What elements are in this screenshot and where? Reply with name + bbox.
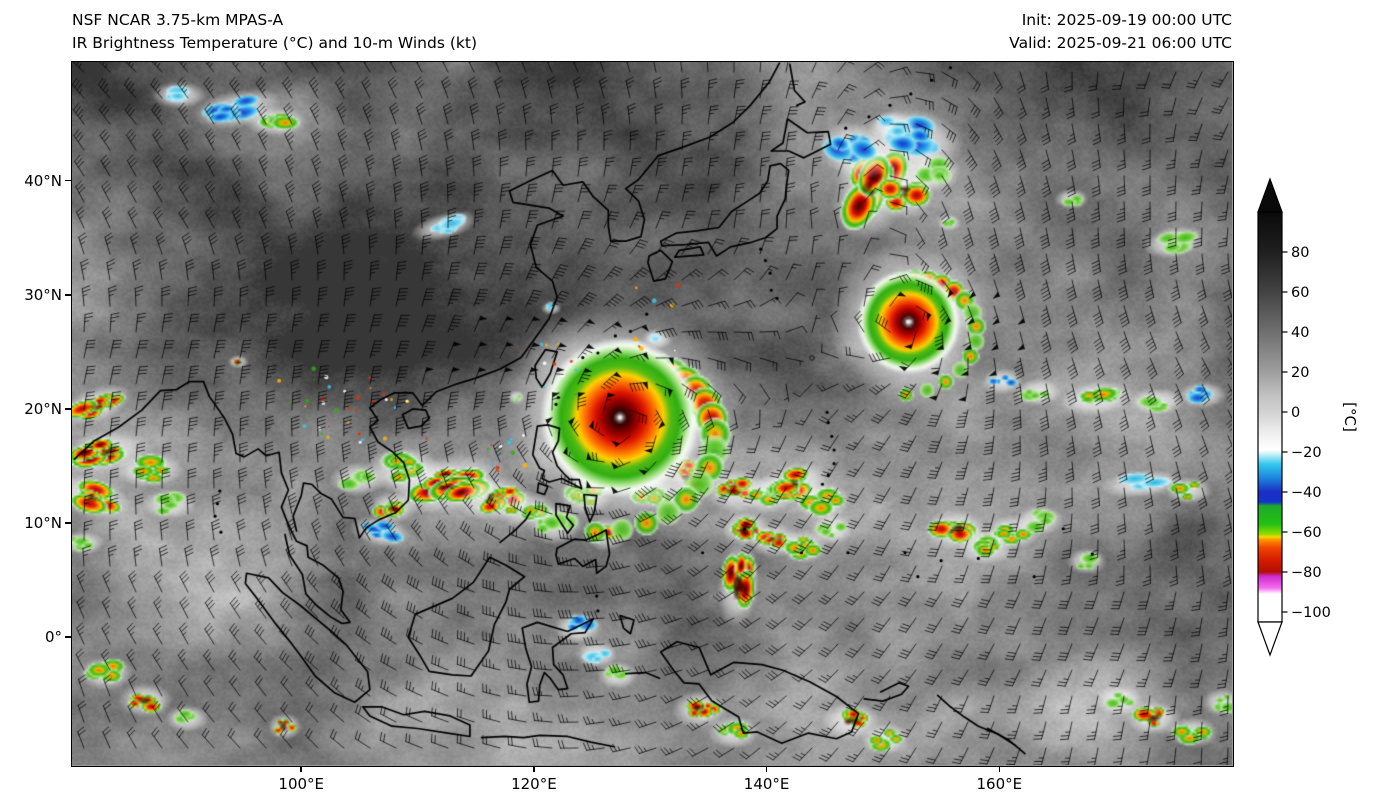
colorbar-tick-label: −40 [1291, 485, 1322, 501]
colorbar-tick-label: −80 [1291, 565, 1322, 581]
colorbar-gradient [1257, 211, 1283, 623]
run-time-block: Init: 2025-09-19 00:00 UTC Valid: 2025-0… [1009, 9, 1232, 55]
lat-tick-label: 40°N [24, 171, 62, 190]
init-time: Init: 2025-09-19 00:00 UTC [1021, 11, 1232, 29]
product-name: IR Brightness Temperature (°C) and 10-m … [72, 34, 477, 52]
colorbar-tick-label: 80 [1291, 245, 1309, 261]
colorbar: 80 60 40 20 0 −20 −40 −60 −80 −100 [°C] [1257, 177, 1359, 657]
colorbar-ticks: 80 60 40 20 0 −20 −40 −60 −80 −100 [1282, 245, 1331, 621]
colorbar-tick-label: −100 [1291, 605, 1331, 621]
colorbar-tick-label: −20 [1291, 445, 1322, 461]
map-panel [71, 61, 1234, 767]
colorbar-tick-label: 40 [1291, 325, 1309, 341]
colorbar-tick-label: −60 [1291, 525, 1322, 541]
title-block: NSF NCAR 3.75-km MPAS-A IR Brightness Te… [72, 9, 477, 55]
colorbar-extend-under-arrow [1257, 621, 1283, 657]
colorbar-tick-label: 60 [1291, 285, 1309, 301]
colorbar-unit-label: [°C] [1341, 402, 1359, 432]
lon-tick-label: 100°E [278, 775, 325, 793]
lat-tick-label: 10°N [24, 514, 62, 533]
lon-tick-label: 140°E [743, 775, 790, 793]
ir-satellite-wind-map [72, 62, 1232, 765]
model-name: NSF NCAR 3.75-km MPAS-A [72, 11, 284, 29]
valid-time: Valid: 2025-09-21 06:00 UTC [1009, 34, 1232, 52]
colorbar-tick-label: 0 [1291, 405, 1300, 421]
lat-tick-label: 0° [44, 628, 62, 647]
colorbar-tick-label: 20 [1291, 365, 1309, 381]
lat-tick-label: 20°N [24, 399, 62, 418]
lon-tick-label: 120°E [511, 775, 557, 793]
lat-tick-label: 30°N [24, 285, 62, 304]
colorbar-extend-over-arrow [1257, 177, 1283, 213]
lon-tick-label: 160°E [976, 775, 1023, 793]
